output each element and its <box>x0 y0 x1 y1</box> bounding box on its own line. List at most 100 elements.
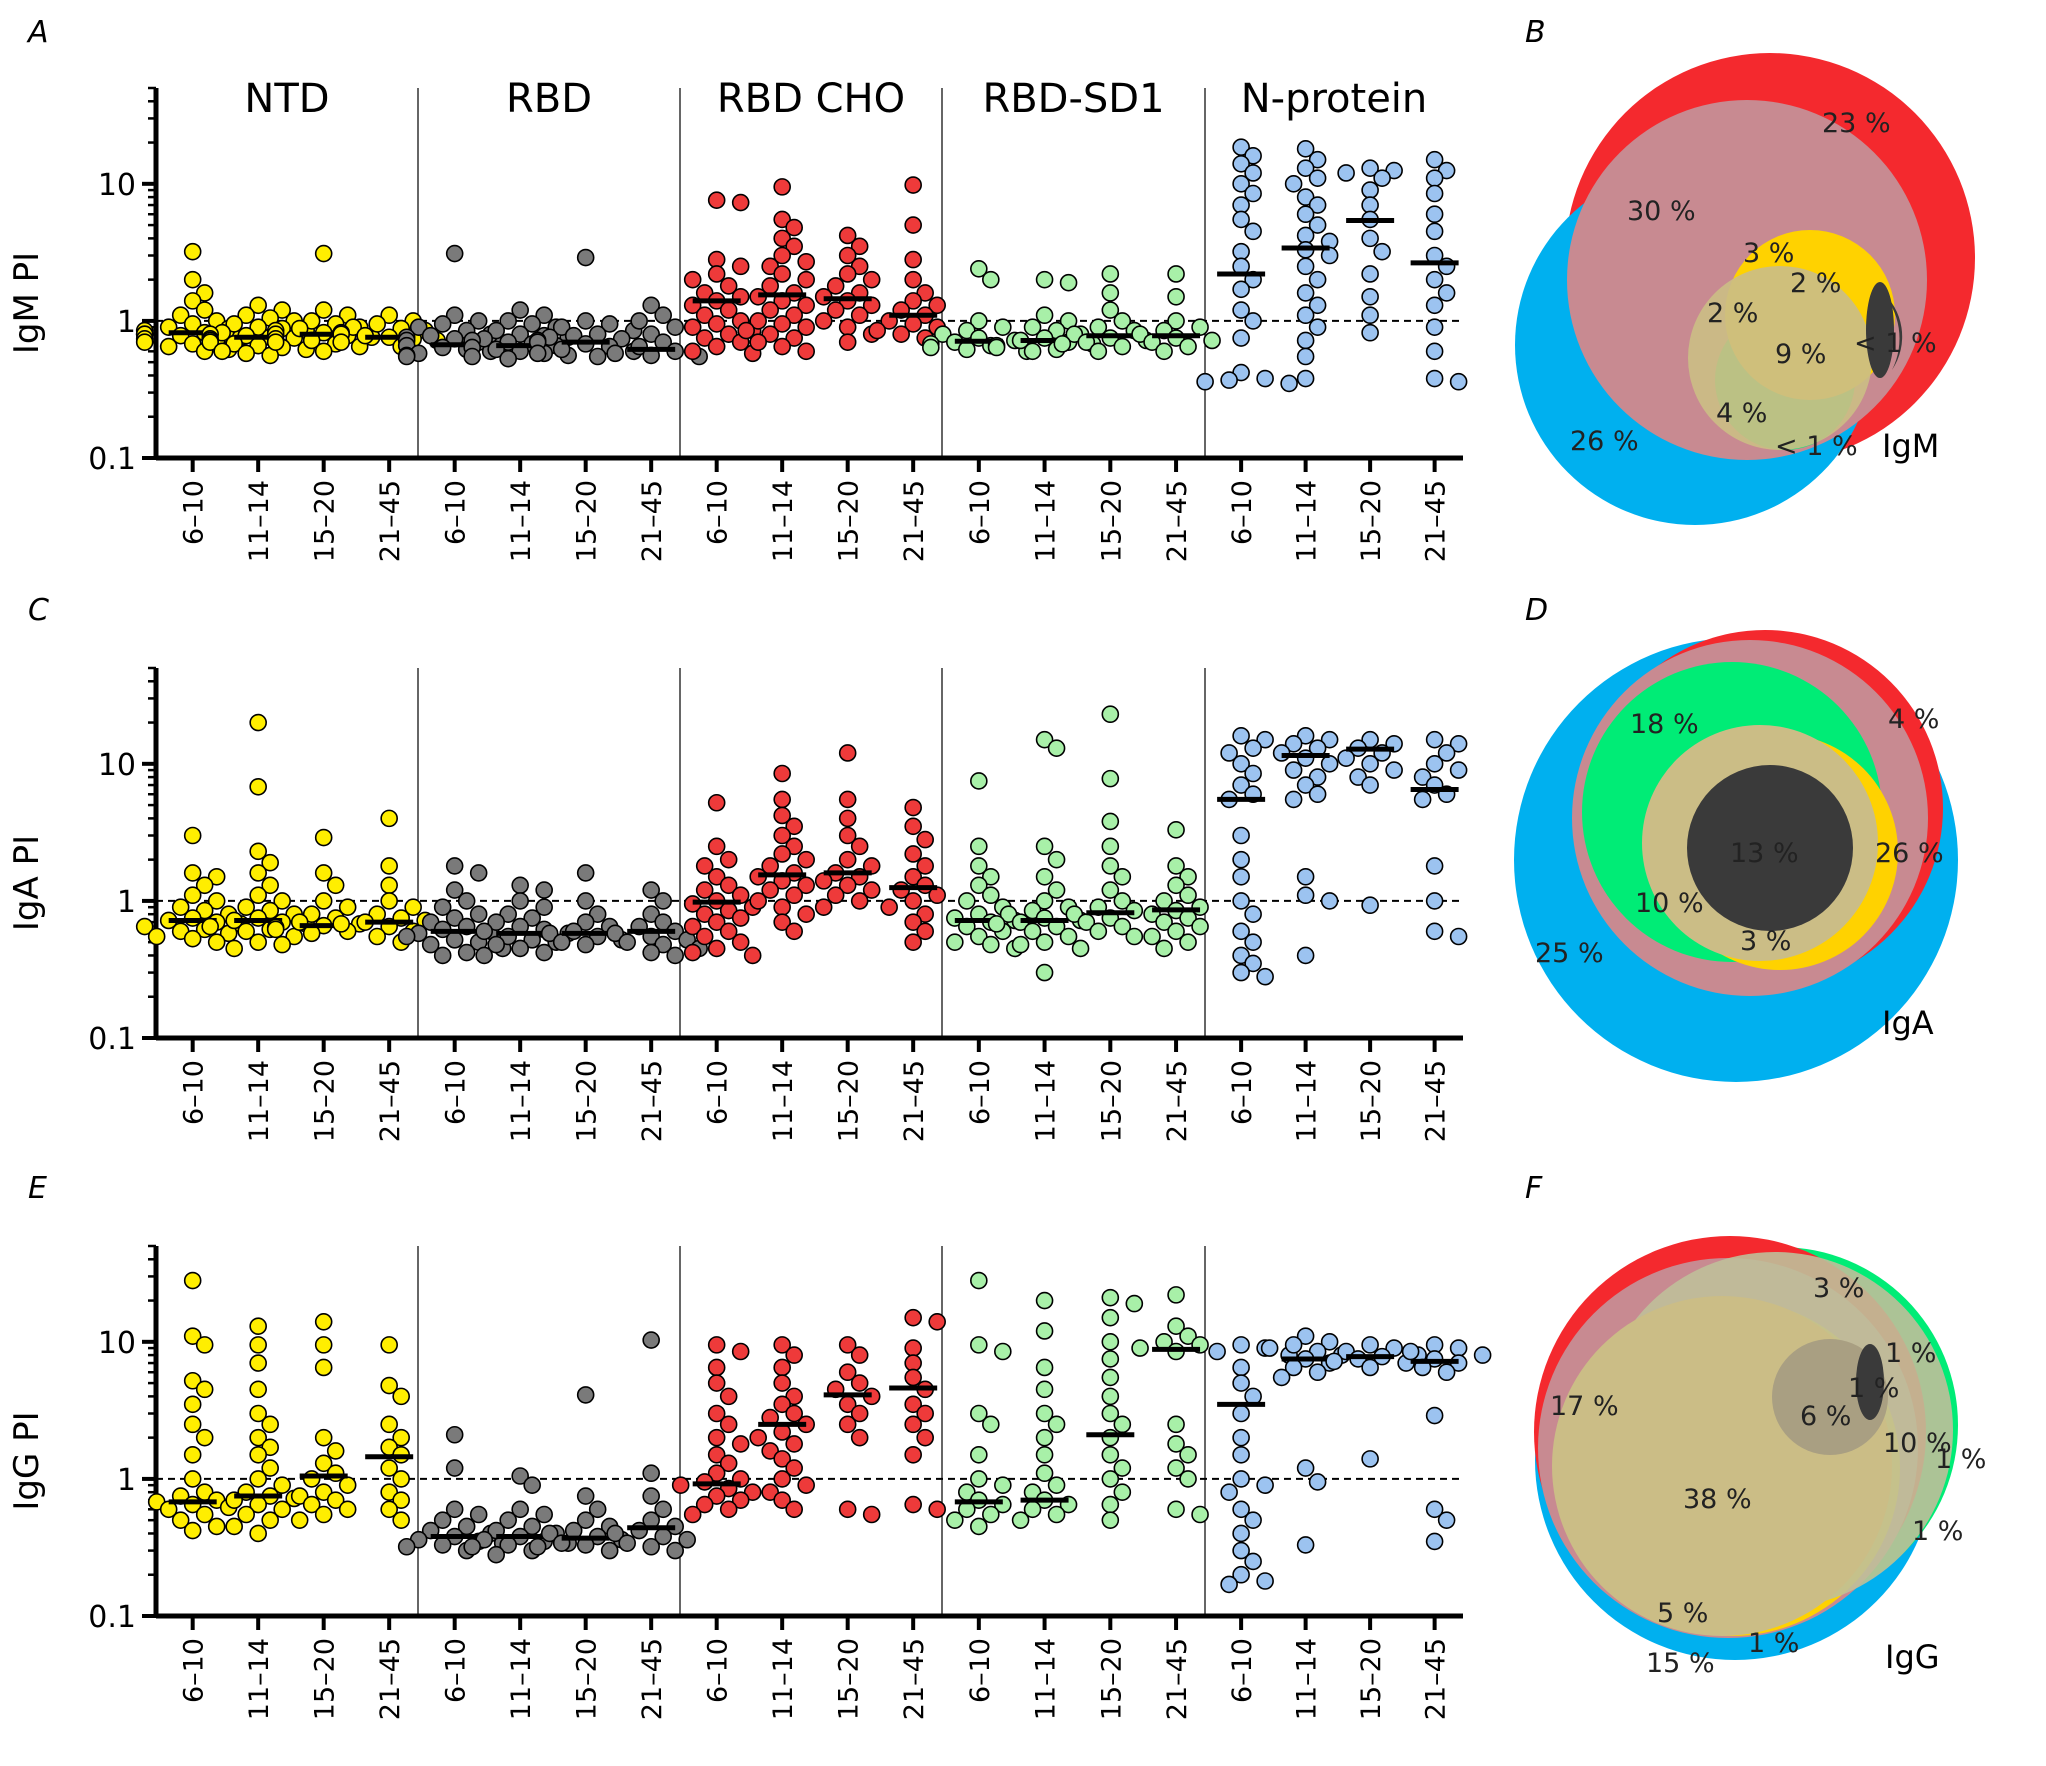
venn-f-label: 6 % <box>1800 1401 1851 1432</box>
venn-b-label: 2 % <box>1790 268 1841 299</box>
data-point <box>719 1387 738 1406</box>
x-tick-label: 11–14 <box>1031 1060 1062 1142</box>
panel-letter-d: D <box>1525 593 1548 628</box>
data-point <box>326 1442 345 1460</box>
data-point <box>785 306 803 325</box>
data-point <box>380 876 398 895</box>
data-point <box>1232 301 1250 319</box>
venn-f-label: 1 % <box>1912 1516 1963 1547</box>
venn-b-label: 3 % <box>1743 238 1794 269</box>
data-point <box>671 1476 690 1494</box>
venn-d-label: 13 % <box>1730 838 1799 869</box>
x-tick-label: 11–14 <box>1292 1060 1323 1142</box>
x-tick-label: 11–14 <box>244 1638 275 1720</box>
data-point <box>195 1505 214 1524</box>
data-point <box>1232 1428 1250 1447</box>
data-point <box>225 939 243 958</box>
y-tick-label: 10 <box>98 748 136 783</box>
data-point <box>719 277 738 295</box>
data-point <box>1191 1505 1209 1524</box>
data-point <box>1113 1459 1132 1477</box>
data-point <box>1232 892 1250 910</box>
venn-f-label: 38 % <box>1683 1484 1752 1515</box>
data-point <box>773 806 791 825</box>
data-point <box>1101 1511 1120 1529</box>
data-point <box>183 292 202 310</box>
data-point <box>707 1336 726 1354</box>
data-point <box>695 306 714 325</box>
data-point <box>380 306 398 325</box>
data-point <box>1413 790 1432 809</box>
data-point <box>838 246 857 265</box>
data-point <box>970 312 988 330</box>
data-point <box>237 344 255 363</box>
data-point <box>970 837 988 856</box>
data-point <box>1280 374 1298 393</box>
data-point <box>183 1271 202 1290</box>
x-tick-label: 6–10 <box>1227 1638 1258 1703</box>
data-point <box>904 933 922 951</box>
data-point <box>1167 876 1185 895</box>
data-point <box>249 1428 267 1447</box>
data-point <box>1232 850 1250 869</box>
data-point <box>409 318 428 336</box>
data-point <box>773 265 791 283</box>
group-label: N-protein <box>1241 76 1428 122</box>
data-point <box>511 325 529 343</box>
x-tick-label: 21–45 <box>1162 1060 1193 1142</box>
data-point <box>838 265 857 283</box>
data-point <box>1425 169 1444 187</box>
data-point <box>1179 886 1197 905</box>
data-point <box>838 744 857 762</box>
x-tick-label: 15–20 <box>1096 1060 1127 1142</box>
data-point <box>183 1327 202 1345</box>
data-point <box>338 1500 357 1519</box>
data-point <box>1425 755 1444 773</box>
data-point <box>982 886 1000 905</box>
x-tick-label: 15–20 <box>310 1060 341 1142</box>
data-point <box>1220 744 1238 762</box>
data-point <box>1337 164 1355 182</box>
x-tick-label: 21–45 <box>899 1060 930 1142</box>
data-point <box>654 892 672 910</box>
data-point <box>397 927 416 946</box>
data-point <box>1296 886 1315 905</box>
data-point <box>838 826 857 845</box>
data-point <box>1244 164 1262 182</box>
data-point <box>1035 730 1054 749</box>
x-tick-label: 15–20 <box>1356 1638 1387 1720</box>
data-point <box>1035 963 1054 982</box>
data-point <box>314 244 333 263</box>
data-point <box>1361 306 1379 325</box>
data-point <box>1179 867 1197 886</box>
data-point <box>1425 1532 1444 1551</box>
data-point <box>290 1487 309 1505</box>
data-point <box>666 318 684 336</box>
data-point <box>785 218 803 237</box>
x-tick-label: 11–14 <box>768 1060 799 1142</box>
data-point <box>183 242 202 261</box>
x-tick-label: 21–45 <box>637 1060 668 1142</box>
data-point <box>421 326 440 345</box>
data-point <box>540 1524 559 1543</box>
data-point <box>261 1459 279 1477</box>
data-point <box>1308 1363 1327 1382</box>
data-point <box>249 1354 267 1372</box>
data-point <box>273 1476 291 1494</box>
data-point <box>719 1454 738 1473</box>
data-point <box>1308 270 1327 289</box>
data-point <box>773 826 791 845</box>
data-point <box>1425 184 1444 203</box>
data-point <box>707 867 726 886</box>
data-point <box>1373 169 1391 187</box>
data-point <box>445 306 464 325</box>
data-point <box>1256 1476 1274 1494</box>
data-point <box>225 1517 243 1536</box>
data-point <box>1260 1339 1279 1357</box>
data-point <box>773 229 791 248</box>
data-point <box>576 312 595 330</box>
data-point <box>1425 205 1444 224</box>
data-point <box>838 333 857 351</box>
data-point <box>183 864 202 882</box>
data-point <box>1349 768 1367 786</box>
